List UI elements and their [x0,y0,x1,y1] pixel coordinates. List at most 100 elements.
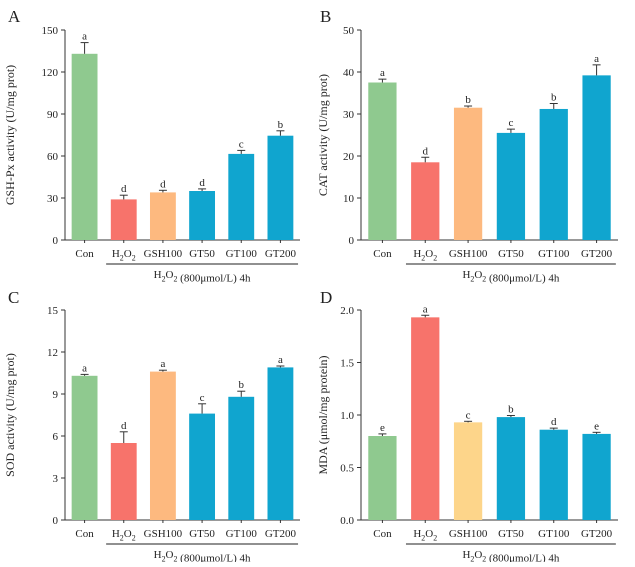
bar-gt50 [496,417,526,520]
chart-panel-a: A 0 30 60 90 120 150 GSH-Px activity (U/mg prot… [3,7,300,284]
significance-letter: b [239,379,245,391]
x-tick-label-gt50: GT50 [498,248,524,260]
x-tick-label-gt50: GT50 [189,528,215,540]
y-tick-label: 90 [47,109,59,121]
x-tick-label-h2o2: H2O2 [112,528,136,542]
x-tick-label-h2o2: H2O2 [413,528,437,542]
y-tick-label: 15 [47,305,59,317]
x-tick-label-gt200: GT200 [265,528,297,540]
bar-gsh100 [453,107,483,240]
y-tick-label: 0 [349,235,355,247]
significance-letter: d [199,177,205,189]
y-tick-label: 40 [343,67,355,79]
bar-con [368,436,397,520]
x-tick-label-gt100: GT100 [226,528,258,540]
significance-letter: a [423,303,428,315]
treatment-label: H2O2 (800μmol/L) 4h [154,549,251,562]
x-tick-label-con: Con [373,528,392,540]
y-axis-title: CAT activity (U/mg prot) [316,74,330,196]
y-tick-label: 0 [53,515,59,527]
panel-letter-a: A [8,7,21,26]
x-tick-label-gsh100: GSH100 [449,528,488,540]
significance-letter: a [380,67,385,79]
y-tick-label: 60 [47,151,59,163]
significance-letter: d [121,183,127,195]
bar-h2o2 [110,443,137,520]
panel-letter-d: D [320,288,332,307]
y-tick-label: 9 [53,389,59,401]
bar-gt100 [539,108,568,241]
x-tick-label-gt50: GT50 [189,248,215,260]
treatment-label: H2O2 (800μmol/L) 4h [462,269,559,284]
significance-letter: a [82,31,87,43]
bar-gsh100 [149,192,176,240]
y-tick-label: 30 [343,109,355,121]
x-tick-label-gt200: GT200 [581,248,613,260]
significance-letter: a [278,354,283,366]
panel-letter-c: C [8,288,19,307]
bar-gt50 [189,191,216,240]
y-tick-label: 0.0 [340,515,354,527]
chart-panel-d: D 0.0 0.5 1.0 1.5 2.0 MDA (μmol/mg protein) e Co… [316,288,618,564]
significance-letter: b [465,94,471,106]
x-tick-label-gt200: GT200 [581,528,613,540]
bar-gt200 [267,367,294,520]
x-tick-label-gt100: GT100 [538,528,570,540]
y-tick-label: 150 [42,25,59,37]
significance-letter: d [160,178,166,190]
x-tick-label-gt50: GT50 [498,528,524,540]
bar-gt100 [228,396,255,520]
y-tick-label: 20 [343,151,355,163]
y-tick-label: 12 [47,347,58,359]
x-tick-label-gt100: GT100 [226,248,258,260]
chart-panel-b: B 0 10 20 30 40 50 CAT activity (U/mg prot) a Con… [316,7,618,284]
bar-gsh100 [149,371,176,520]
x-tick-label-gt200: GT200 [265,248,297,260]
bar-gt100 [228,153,255,240]
significance-letter: c [239,138,244,150]
significance-letter: d [423,145,429,157]
y-tick-label: 50 [343,25,355,37]
bar-h2o2 [411,162,440,240]
y-tick-label: 1.0 [340,410,354,422]
y-tick-label: 1.5 [340,358,354,370]
y-tick-label: 120 [42,67,59,79]
y-tick-label: 3 [53,473,59,485]
significance-letter: e [594,420,599,432]
x-tick-label-h2o2: H2O2 [112,248,136,262]
significance-letter: a [160,358,165,370]
x-tick-label-gsh100: GSH100 [449,248,488,260]
bar-h2o2 [110,199,137,240]
bar-con [368,82,397,240]
y-axis-title: GSH-Px activity (U/mg prot) [3,65,17,205]
x-tick-label-con: Con [75,248,94,260]
x-tick-label-gsh100: GSH100 [144,528,183,540]
y-tick-label: 6 [53,431,59,443]
significance-letter: c [200,392,205,404]
bar-gt200 [582,433,611,520]
x-tick-label-gsh100: GSH100 [144,248,183,260]
bar-gsh100 [453,422,483,520]
significance-letter: a [594,53,599,65]
y-axis-title: MDA (μmol/mg protein) [316,355,330,474]
y-axis-title: SOD activity (U/mg prot) [3,353,17,477]
significance-letter: e [380,422,385,434]
treatment-label: H2O2 (800μmol/L) 4h [462,549,559,562]
y-tick-label: 10 [343,193,355,205]
bar-gt200 [267,135,294,240]
significance-letter: a [82,362,87,374]
y-tick-label: 30 [47,193,59,205]
significance-letter: d [121,420,127,432]
significance-letter: c [466,409,471,421]
treatment-label: H2O2 (800μmol/L) 4h [154,269,251,284]
significance-letter: b [278,119,284,131]
y-tick-label: 0.5 [340,463,354,475]
bar-gt50 [189,413,216,520]
x-tick-label-con: Con [75,528,94,540]
panel-letter-b: B [320,7,331,26]
y-tick-label: 2.0 [340,305,354,317]
bar-gt50 [496,132,526,240]
bar-con [71,53,98,240]
